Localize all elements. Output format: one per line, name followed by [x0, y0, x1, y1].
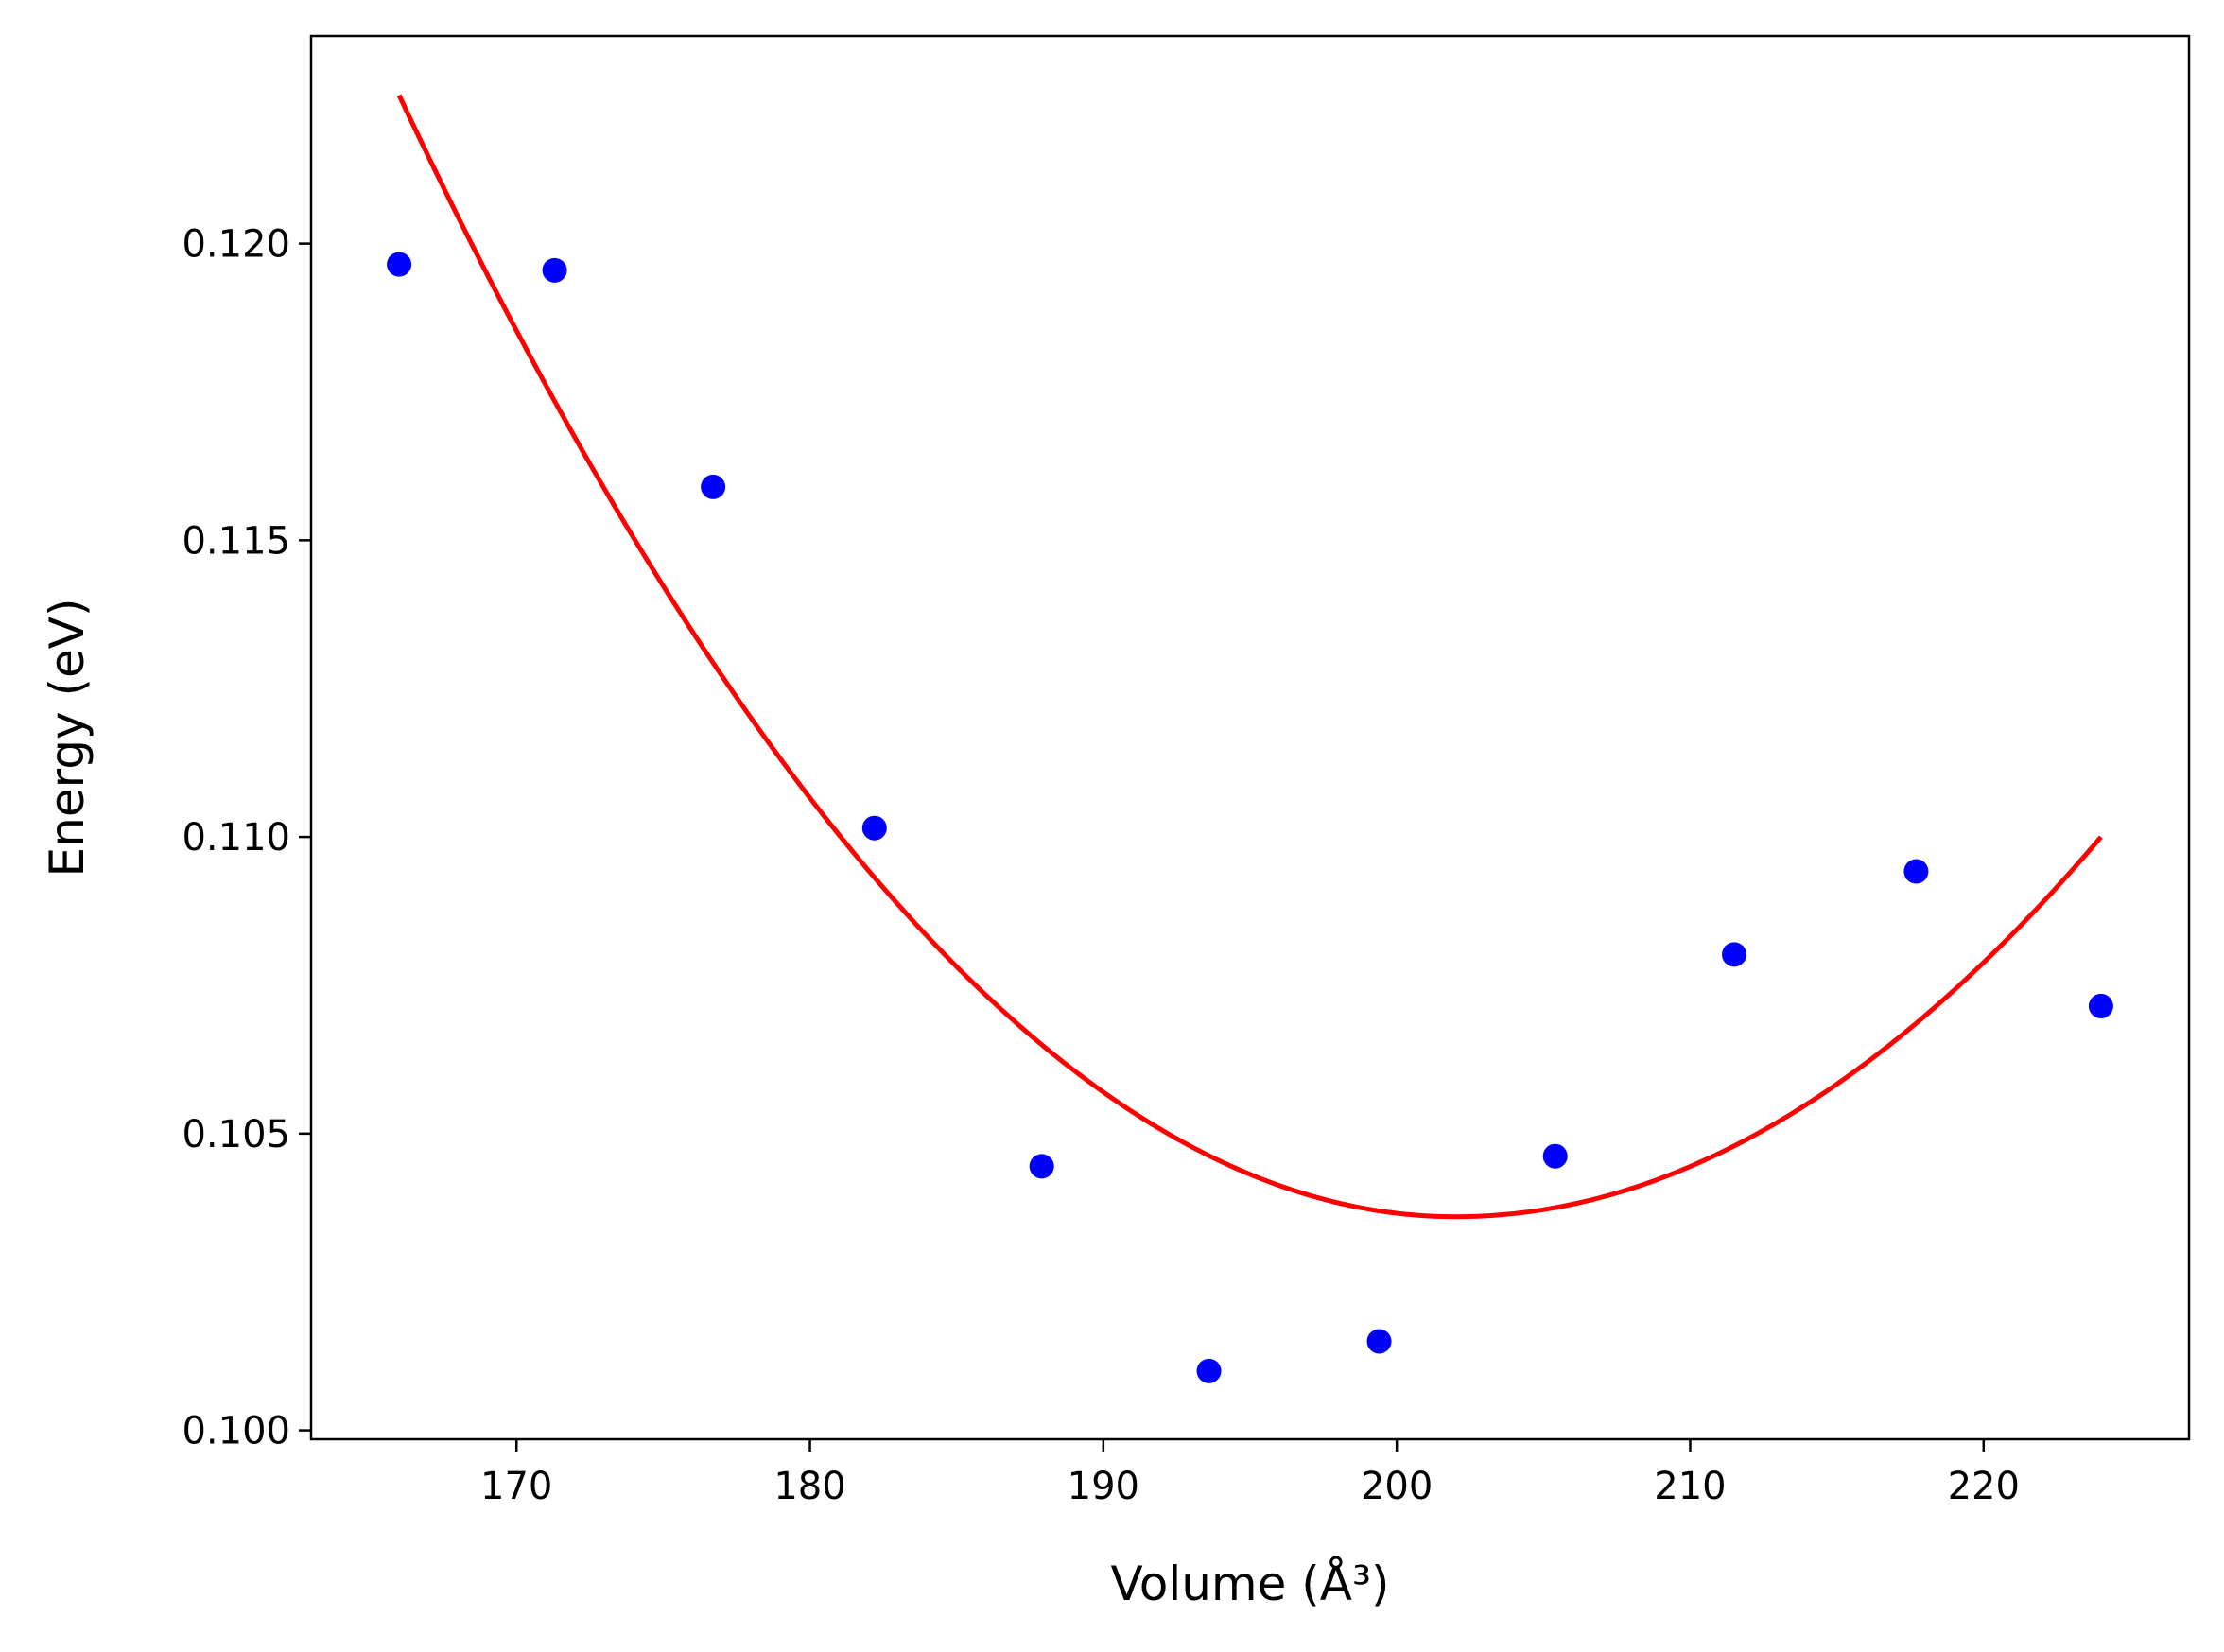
x-tick-label: 180 [773, 1465, 845, 1508]
y-tick-label: 0.110 [182, 816, 290, 860]
x-tick-label: 210 [1654, 1465, 1726, 1508]
y-tick-label: 0.105 [182, 1113, 290, 1156]
x-tick-label: 170 [480, 1465, 552, 1508]
data-point [1196, 1358, 1222, 1383]
data-point [1542, 1143, 1568, 1169]
x-axis-label: Volume (Å³) [1110, 1556, 1389, 1611]
plot-area [387, 94, 2113, 1383]
y-tick-label: 0.115 [182, 519, 290, 563]
data-point [1029, 1154, 1054, 1179]
axes: 170 180 190 200 210 220 0.100 0.105 0.110 0.115 0.… [182, 223, 2019, 1508]
fit-curve-line [396, 94, 2103, 1220]
y-tick-label: 0.120 [182, 223, 290, 267]
data-point [542, 257, 567, 283]
y-tick-label: 0.100 [182, 1410, 290, 1453]
data-point [2088, 993, 2113, 1018]
data-point [701, 474, 726, 499]
data-point [1903, 859, 1929, 884]
x-tick-label: 200 [1361, 1465, 1433, 1508]
data-point [1366, 1329, 1392, 1354]
data-point [1722, 942, 1747, 967]
data-point [861, 815, 887, 841]
data-point [387, 252, 412, 277]
x-tick-label: 220 [1948, 1465, 2020, 1508]
x-tick-label: 190 [1068, 1465, 1139, 1508]
plot-frame [309, 34, 2191, 1441]
y-axis-label: Energy (eV) [40, 599, 95, 878]
